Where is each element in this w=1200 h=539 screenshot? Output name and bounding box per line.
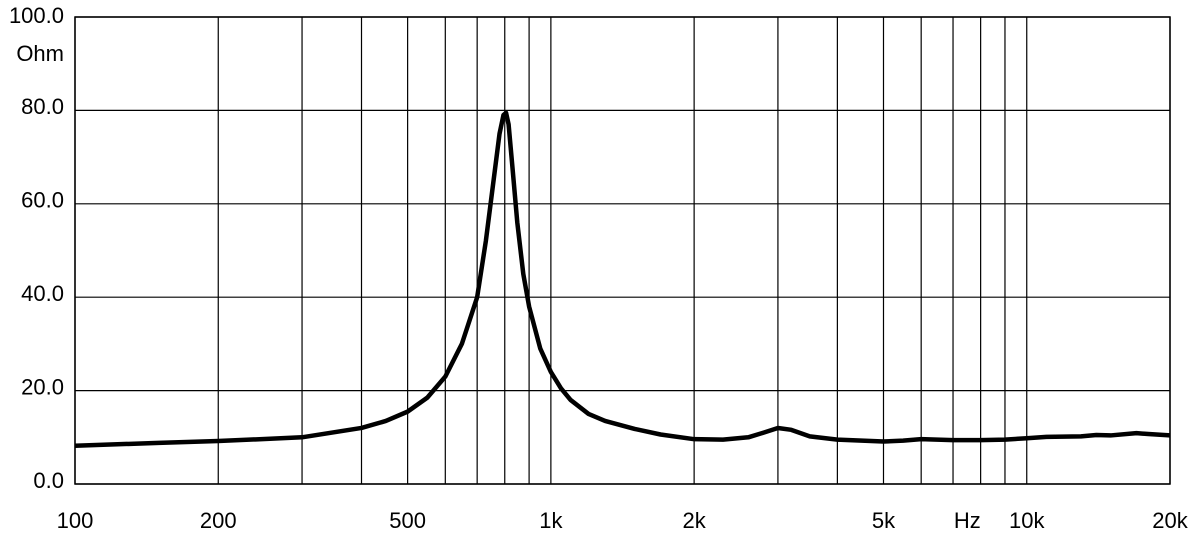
- y-tick-label: 100.0: [9, 3, 64, 28]
- x-tick-label: 2k: [683, 508, 707, 533]
- y-unit: Ohm: [16, 41, 64, 66]
- y-tick-label: 40.0: [21, 281, 64, 306]
- y-tick-label: 60.0: [21, 188, 64, 213]
- y-tick-label: 20.0: [21, 374, 64, 399]
- y-tick-label: 0.0: [33, 468, 64, 493]
- x-tick-label: 1k: [539, 508, 563, 533]
- x-tick-label: 200: [200, 508, 237, 533]
- x-tick-label: 5k: [872, 508, 896, 533]
- x-tick-label: 100: [57, 508, 94, 533]
- y-tick-label: 80.0: [21, 94, 64, 119]
- x-tick-label: 20k: [1152, 508, 1188, 533]
- plot-frame: [74, 16, 1171, 485]
- x-tick-label: 10k: [1009, 508, 1045, 533]
- x-tick-label: 500: [389, 508, 426, 533]
- x-unit: Hz: [954, 508, 981, 533]
- impedance-curve: [74, 110, 1171, 448]
